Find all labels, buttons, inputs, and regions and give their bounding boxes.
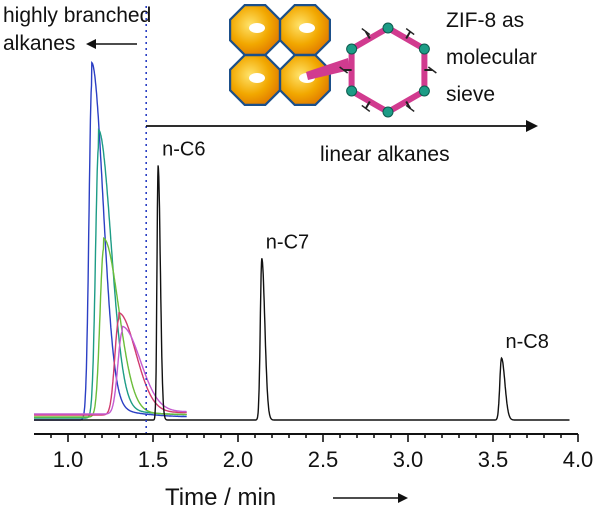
linear-alkanes-annotation: linear alkanes <box>320 143 450 166</box>
ring-bond <box>361 104 371 113</box>
x-tick-label: 1.5 <box>138 447 169 472</box>
ring-atom <box>346 43 358 55</box>
peak-label: n-C7 <box>266 231 309 253</box>
zoom-connector <box>306 58 350 80</box>
chromatogram-trace <box>34 165 570 421</box>
ring-bond <box>339 66 349 74</box>
ring-atom <box>382 22 394 34</box>
ring-bond <box>405 27 415 36</box>
peak-labels: n-C6 n-C7 n-C8 <box>162 138 549 353</box>
ring-atom <box>418 43 430 55</box>
sieve-annotation-line2: molecular <box>446 46 537 69</box>
peak-label: n-C8 <box>506 331 549 353</box>
x-tick-label: 2.5 <box>308 447 339 472</box>
ring-bond <box>405 31 412 40</box>
ring-bond <box>427 66 437 74</box>
x-tick-label: 4.0 <box>563 447 594 472</box>
zif8-crystal-cluster-icon <box>229 3 331 107</box>
zif8-ring-structure-icon <box>339 22 437 118</box>
ring-atom <box>346 85 358 97</box>
ring-bond <box>364 100 371 109</box>
branched-annotation-line1: highly branched <box>3 4 151 27</box>
crystal-pore <box>249 73 265 83</box>
chromatogram-trace <box>34 325 187 415</box>
peak-label: n-C6 <box>162 138 205 160</box>
x-axis-arrow <box>333 493 408 503</box>
chromatogram-trace <box>34 311 187 416</box>
ring-bond <box>361 27 371 36</box>
x-tick-label: 3.0 <box>393 447 424 472</box>
ring-atom <box>382 106 394 118</box>
crystal-pore <box>249 23 265 33</box>
x-tick-labels: 1.0 1.5 2.0 2.5 3.0 3.5 4.0 <box>53 447 594 472</box>
chromatogram-trace <box>34 128 187 419</box>
x-axis-label: Time / min <box>165 484 276 511</box>
branched-left-arrow <box>86 39 137 49</box>
x-axis <box>34 433 579 442</box>
chromatogram-trace <box>34 237 187 418</box>
sieve-annotation-line3: sieve <box>446 83 495 106</box>
ring-atom <box>418 85 430 97</box>
x-tick-label: 2.0 <box>223 447 254 472</box>
ring-bond <box>405 104 415 113</box>
branched-annotation-line2: alkanes <box>3 32 75 55</box>
x-tick-label: 3.5 <box>478 447 509 472</box>
chromatogram-traces <box>34 61 570 421</box>
linear-right-arrow <box>146 120 538 132</box>
x-tick-label: 1.0 <box>53 447 84 472</box>
crystal-pore <box>299 23 315 33</box>
sieve-annotation-line1: ZIF-8 as <box>446 9 524 32</box>
